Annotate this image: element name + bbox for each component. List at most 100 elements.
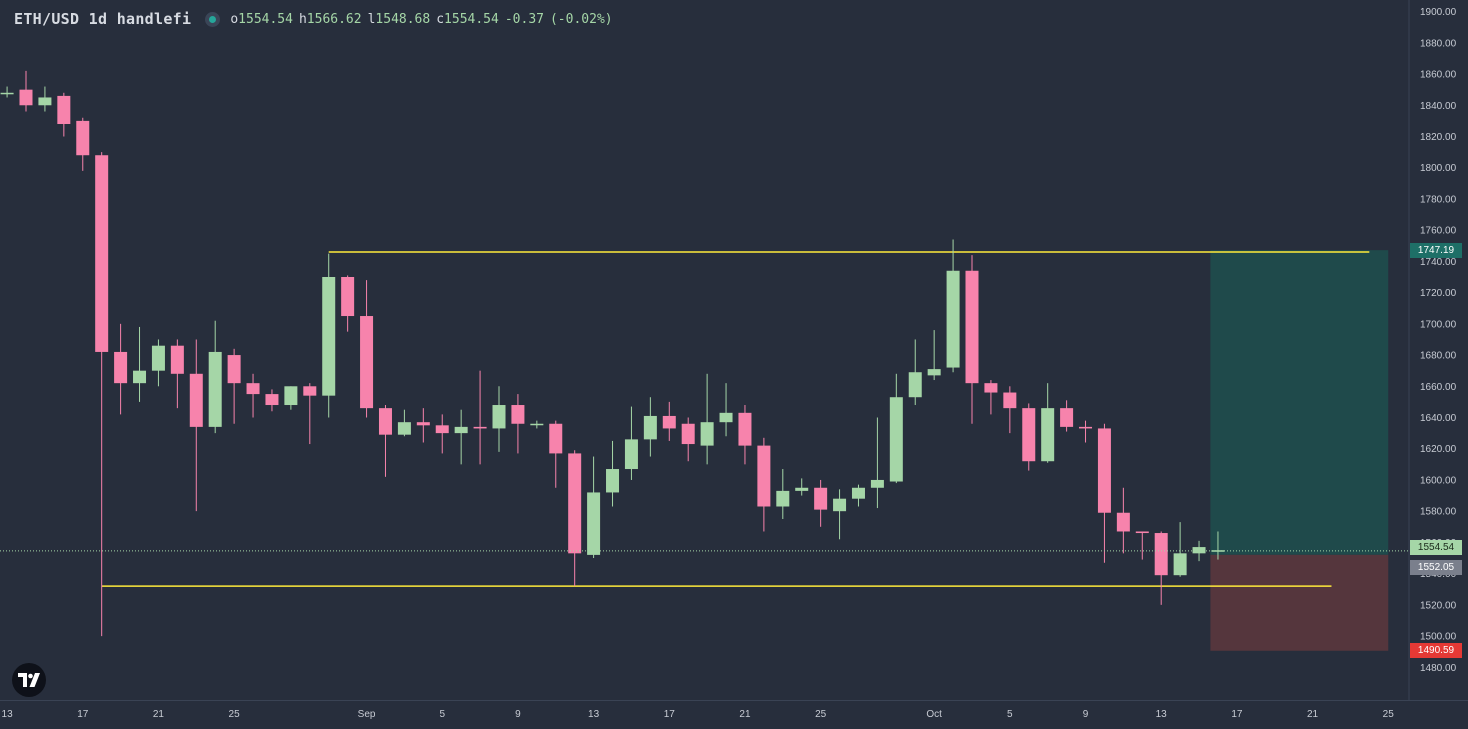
candle — [360, 280, 374, 418]
candle-body — [908, 372, 922, 398]
candle-body — [1022, 408, 1036, 462]
candle-body — [965, 270, 979, 384]
date-tick-label: 17 — [1231, 709, 1243, 720]
candle — [378, 405, 392, 477]
candle-body — [151, 345, 165, 371]
price-tick-label: 1480.00 — [1420, 663, 1457, 674]
candle-body — [1041, 408, 1055, 462]
candle-body — [889, 397, 903, 482]
candle-body — [76, 120, 90, 156]
candle — [189, 339, 203, 512]
change-value: -0.37 — [504, 11, 544, 27]
date-tick-label: 25 — [815, 709, 827, 720]
candle — [1116, 487, 1130, 554]
candle — [587, 456, 601, 559]
candle — [530, 420, 544, 429]
price-tick-label: 1880.00 — [1420, 38, 1457, 49]
candle-body — [189, 373, 203, 427]
candle-body — [246, 383, 260, 395]
date-tick-label: 25 — [229, 709, 241, 720]
candle-body — [0, 92, 14, 95]
chart-legend: ETH/USD 1d handlefi o1554.54 h1566.62 l1… — [14, 9, 613, 29]
candle — [568, 450, 582, 587]
candle — [549, 420, 563, 488]
ohlc-values: o1554.54 h1566.62 l1548.68 c1554.54 -0.3… — [230, 11, 613, 27]
candle-body — [454, 426, 468, 434]
candle-body — [738, 412, 752, 446]
change-percent: (-0.02%) — [549, 11, 613, 27]
price-tick-label: 1520.00 — [1420, 600, 1457, 611]
candle — [19, 70, 33, 112]
date-tick-label: 5 — [439, 709, 445, 720]
candle-body — [38, 97, 52, 106]
candle-body — [208, 351, 222, 427]
candle-body — [492, 405, 506, 429]
candle — [1192, 540, 1206, 562]
date-tick-label: 9 — [515, 709, 521, 720]
candle — [814, 479, 828, 527]
price-tick-label: 1780.00 — [1420, 194, 1457, 205]
candle — [76, 117, 90, 171]
candle-body — [265, 394, 279, 406]
time-axis[interactable]: 13 17 21 25 Sep 5 9 13 17 21 25 Oct 5 9 13 17 21 25 — [2, 709, 1395, 720]
candle-body — [341, 277, 355, 317]
date-tick-label: 21 — [153, 709, 165, 720]
candle — [227, 348, 241, 424]
candle-body — [227, 355, 241, 384]
candle-body — [284, 386, 298, 406]
candle — [757, 437, 771, 532]
tradingview-logo-icon[interactable] — [12, 663, 46, 697]
candle — [284, 386, 298, 410]
candle — [870, 417, 884, 509]
profit-zone — [1210, 250, 1389, 555]
candle — [511, 394, 525, 454]
candle-body — [549, 423, 563, 454]
candle — [303, 383, 317, 445]
candle-body — [606, 469, 620, 493]
price-tick-label: 1720.00 — [1420, 288, 1457, 299]
price-tick-label: 1620.00 — [1420, 444, 1457, 455]
price-tick-label: 1700.00 — [1420, 319, 1457, 330]
stop-price-tag: 1490.59 — [1410, 643, 1462, 659]
candle-body — [833, 498, 847, 512]
horizontal-levels[interactable] — [101, 251, 1370, 587]
candle — [133, 326, 147, 402]
loss-zone — [1210, 554, 1389, 651]
candle — [435, 414, 449, 454]
price-tick-label: 1740.00 — [1420, 257, 1457, 268]
candle-body — [568, 453, 582, 554]
candle-body — [870, 479, 884, 488]
date-tick-label: Sep — [358, 709, 376, 720]
candle — [681, 417, 695, 462]
candle — [341, 275, 355, 332]
candle — [416, 408, 430, 443]
candle — [1022, 403, 1036, 471]
candle-body — [530, 423, 544, 426]
candle-body — [473, 426, 487, 429]
price-tick-label: 1860.00 — [1420, 70, 1457, 81]
candle — [246, 373, 260, 418]
candle — [984, 380, 998, 415]
long-position-zones[interactable] — [1210, 250, 1389, 651]
symbol-label[interactable]: ETH/USD 1d handlefi — [14, 10, 192, 28]
candle — [473, 370, 487, 465]
candle-body — [95, 155, 109, 352]
candle — [946, 239, 960, 373]
price-tick-label: 1820.00 — [1420, 132, 1457, 143]
date-tick-label: 21 — [1307, 709, 1319, 720]
candle-body — [322, 277, 336, 396]
candle-body — [662, 415, 676, 429]
candle — [397, 409, 411, 437]
candle-body — [795, 487, 809, 491]
candle-body — [1173, 553, 1187, 576]
candle-body — [511, 405, 525, 424]
price-axis[interactable]: 1480.001500.001520.001540.001560.001580.… — [1420, 7, 1457, 674]
candles[interactable] — [0, 70, 1225, 637]
candle-body — [1116, 512, 1130, 532]
candle-body — [1097, 428, 1111, 513]
candle — [151, 339, 165, 387]
market-status-icon[interactable] — [205, 11, 221, 27]
date-tick-label: Oct — [926, 709, 942, 720]
candle — [114, 323, 128, 415]
